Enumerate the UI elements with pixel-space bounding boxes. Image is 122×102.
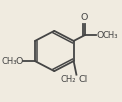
Text: Cl: Cl (78, 75, 88, 84)
Text: O: O (80, 13, 88, 22)
Text: CH₃: CH₃ (103, 31, 118, 40)
Text: O: O (15, 57, 23, 66)
Text: CH₂: CH₂ (61, 75, 76, 84)
Text: CH₃: CH₃ (2, 57, 17, 66)
Text: O: O (97, 31, 104, 40)
